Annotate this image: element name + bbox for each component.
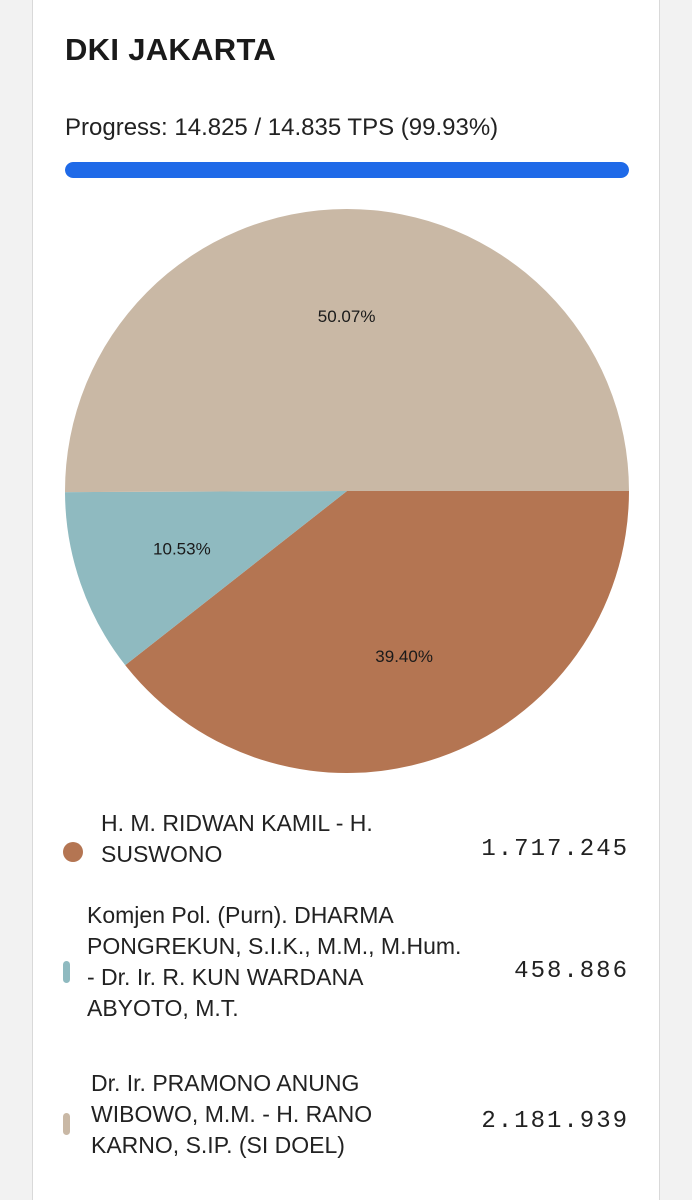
region-card: DKI JAKARTA Progress: 14.825 / 14.835 TP… [32,0,660,1200]
legend-name-0: H. M. RIDWAN KAMIL - H. SUSWONO [101,810,373,867]
legend-value-2: 2.181.939 [481,1108,629,1135]
pie-chart: 39.40% 10.53% 50.07% [64,208,630,773]
region-title: DKI JAKARTA [65,32,277,67]
legend-swatch-0 [63,842,83,862]
pie-slice-1 [65,491,347,666]
legend-value-1: 458.886 [514,958,629,985]
pie-slice-label-1: 10.53% [153,539,211,558]
legend-swatch-2 [63,1113,70,1135]
pie-slice-0 [125,491,630,773]
progress-bar [65,162,629,178]
legend-name-2: Dr. Ir. PRAMONO ANUNG WIBOWO, M.M. - H. … [91,1070,373,1158]
legend-swatch-1 [63,961,70,983]
progress-label: Progress: 14.825 / 14.835 TPS (99.93%) [65,114,499,141]
pie-slice-label-0: 39.40% [375,647,433,666]
legend-name-1: Komjen Pol. (Purn). DHARMA PONGREKUN, S.… [87,902,462,1021]
pie-slice-2 [64,208,629,493]
progress-bar-fill [65,162,629,178]
legend-value-0: 1.717.245 [481,836,629,863]
pie-slice-label-2: 50.07% [318,307,376,326]
